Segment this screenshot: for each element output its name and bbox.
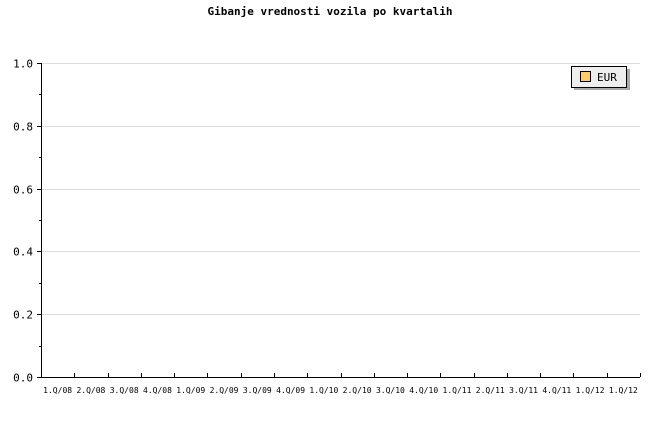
x-tick-label: 1.Q/08 <box>43 386 72 395</box>
legend: EUR <box>571 66 630 90</box>
x-tick-label: 1.Q/11 <box>443 386 472 395</box>
y-tick-label: 0.2 <box>13 309 33 322</box>
x-tick-label: 3.Q/10 <box>376 386 405 395</box>
x-tick-label: 4.Q/11 <box>542 386 571 395</box>
x-tick-label: 2.Q/09 <box>210 386 239 395</box>
x-tick-label: 2.Q/11 <box>476 386 505 395</box>
legend-label: EUR <box>597 71 617 84</box>
x-tick-label: 3.Q/09 <box>243 386 272 395</box>
chart-title: Gibanje vrednosti vozila po kvartalih <box>207 5 452 18</box>
y-tick-label: 1.0 <box>13 58 33 71</box>
y-tick-label: 0.4 <box>13 246 33 259</box>
y-tick-label: 0.0 <box>13 372 33 385</box>
x-tick-label: 1.Q/09 <box>176 386 205 395</box>
x-tick-label: 4.Q/09 <box>276 386 305 395</box>
y-tick-label: 0.6 <box>13 184 33 197</box>
x-tick-label: 1.Q/12 <box>576 386 605 395</box>
x-tick-label: 3.Q/11 <box>509 386 538 395</box>
x-tick-label: 2.Q/08 <box>76 386 105 395</box>
x-tick-label: 1.Q/10 <box>309 386 338 395</box>
x-tick-label: 1.Q/12 <box>609 386 638 395</box>
y-tick-label: 0.8 <box>13 121 33 134</box>
x-tick-label: 4.Q/10 <box>409 386 438 395</box>
legend-swatch <box>580 71 591 82</box>
x-tick-label: 2.Q/10 <box>343 386 372 395</box>
x-tick-label: 3.Q/08 <box>110 386 139 395</box>
x-tick-label: 4.Q/08 <box>143 386 172 395</box>
